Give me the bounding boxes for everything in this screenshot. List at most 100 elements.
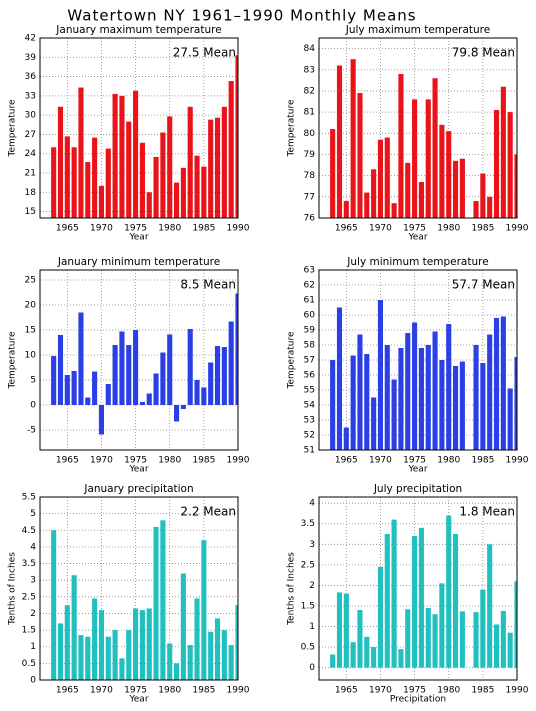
y-axis-label: Temperature — [8, 331, 18, 389]
x-tick-label: 1975 — [403, 456, 426, 466]
y-tick-label: 59 — [304, 326, 316, 336]
bar — [228, 645, 234, 680]
bar — [64, 375, 70, 405]
bar — [78, 312, 84, 405]
x-tick-label: 1965 — [335, 686, 358, 696]
bar — [493, 110, 500, 218]
bar — [371, 647, 377, 668]
y-tick-label: 60 — [304, 311, 316, 321]
y-tick-label: 27 — [25, 130, 36, 140]
bar — [398, 649, 404, 668]
bar — [357, 334, 363, 450]
bar — [51, 356, 57, 405]
y-tick-label: 79 — [304, 150, 316, 160]
bar — [71, 575, 77, 680]
bar — [146, 393, 152, 405]
bar — [473, 612, 479, 668]
bar — [493, 624, 500, 668]
bar — [418, 527, 424, 668]
bar — [194, 598, 200, 680]
bar — [350, 59, 356, 218]
bar — [78, 87, 84, 218]
y-tick-label: 61 — [304, 296, 315, 306]
bar — [221, 630, 227, 680]
y-tick-label: 1.5 — [301, 601, 315, 611]
x-tick-label: 1970 — [90, 686, 113, 696]
y-tick-label: 84 — [304, 44, 316, 54]
bar — [446, 131, 452, 218]
x-tick-label: 1965 — [56, 456, 79, 466]
y-tick-label: 24 — [25, 149, 37, 159]
y-tick-label: 5 — [30, 376, 36, 386]
bar — [235, 293, 238, 405]
figure-title: Watertown NY 1961–1990 Monthly Means — [67, 7, 416, 25]
y-tick-label: 1 — [309, 622, 315, 632]
bar — [446, 324, 452, 450]
y-tick-label: 2 — [30, 609, 36, 619]
y-tick-label: 30 — [25, 111, 37, 121]
bar — [405, 333, 411, 450]
plot-frame — [318, 496, 518, 681]
bar — [180, 405, 186, 409]
y-tick-label: 42 — [25, 34, 36, 44]
bar — [439, 360, 445, 450]
bar — [139, 142, 145, 218]
bar — [487, 544, 493, 668]
x-tick-label: 1975 — [124, 224, 147, 234]
bar — [412, 99, 418, 218]
x-tick-label: 1985 — [471, 224, 494, 234]
x-tick-label: 1965 — [56, 686, 79, 696]
bar — [330, 129, 336, 218]
bar — [364, 192, 370, 218]
bar — [228, 81, 234, 218]
bar — [459, 158, 465, 218]
bar — [187, 645, 193, 680]
x-tick-label: 1990 — [506, 456, 529, 466]
plot-frame — [39, 269, 239, 451]
x-tick-label: 1980 — [437, 224, 460, 234]
bar — [507, 112, 513, 218]
x-tick-label: 1970 — [369, 456, 392, 466]
bar — [350, 355, 356, 450]
bar — [452, 160, 459, 218]
bar — [139, 402, 145, 405]
bar — [85, 636, 91, 680]
x-tick-label: 1975 — [403, 224, 426, 234]
y-tick-label: 83 — [304, 65, 315, 75]
x-axis-label: Year — [128, 233, 148, 243]
x-tick-label: 1980 — [437, 686, 460, 696]
bar — [459, 611, 465, 668]
x-tick-label: 1990 — [506, 224, 529, 234]
bar — [214, 618, 221, 680]
bar — [357, 610, 363, 668]
plot-frame — [39, 37, 239, 219]
bar — [432, 331, 438, 450]
bar — [208, 362, 214, 405]
bar — [112, 345, 118, 405]
x-axis-label: Year — [407, 465, 427, 475]
bar — [391, 379, 397, 450]
bar — [208, 631, 214, 680]
bar — [418, 182, 424, 218]
bar — [167, 334, 173, 405]
x-tick-label: 1980 — [158, 224, 181, 234]
x-tick-label: 1965 — [335, 224, 358, 234]
bar — [126, 630, 132, 680]
x-tick-label: 1990 — [227, 456, 250, 466]
y-tick-label: 51 — [304, 446, 315, 456]
y-tick-label: 36 — [25, 72, 37, 82]
y-axis-label: Tenths of Inches — [8, 552, 18, 626]
y-tick-label: 15 — [25, 326, 36, 336]
bar — [119, 95, 125, 218]
y-tick-label: 0.5 — [22, 659, 36, 669]
bar — [98, 405, 105, 435]
y-tick-label: 5.5 — [22, 493, 36, 503]
bar — [126, 345, 132, 405]
y-tick-label: 18 — [25, 188, 37, 198]
bar — [384, 345, 390, 450]
y-tick-label: 62 — [304, 281, 315, 291]
x-tick-label: 1985 — [192, 456, 215, 466]
bar — [507, 388, 513, 450]
bar — [51, 530, 57, 680]
bar — [92, 598, 98, 680]
